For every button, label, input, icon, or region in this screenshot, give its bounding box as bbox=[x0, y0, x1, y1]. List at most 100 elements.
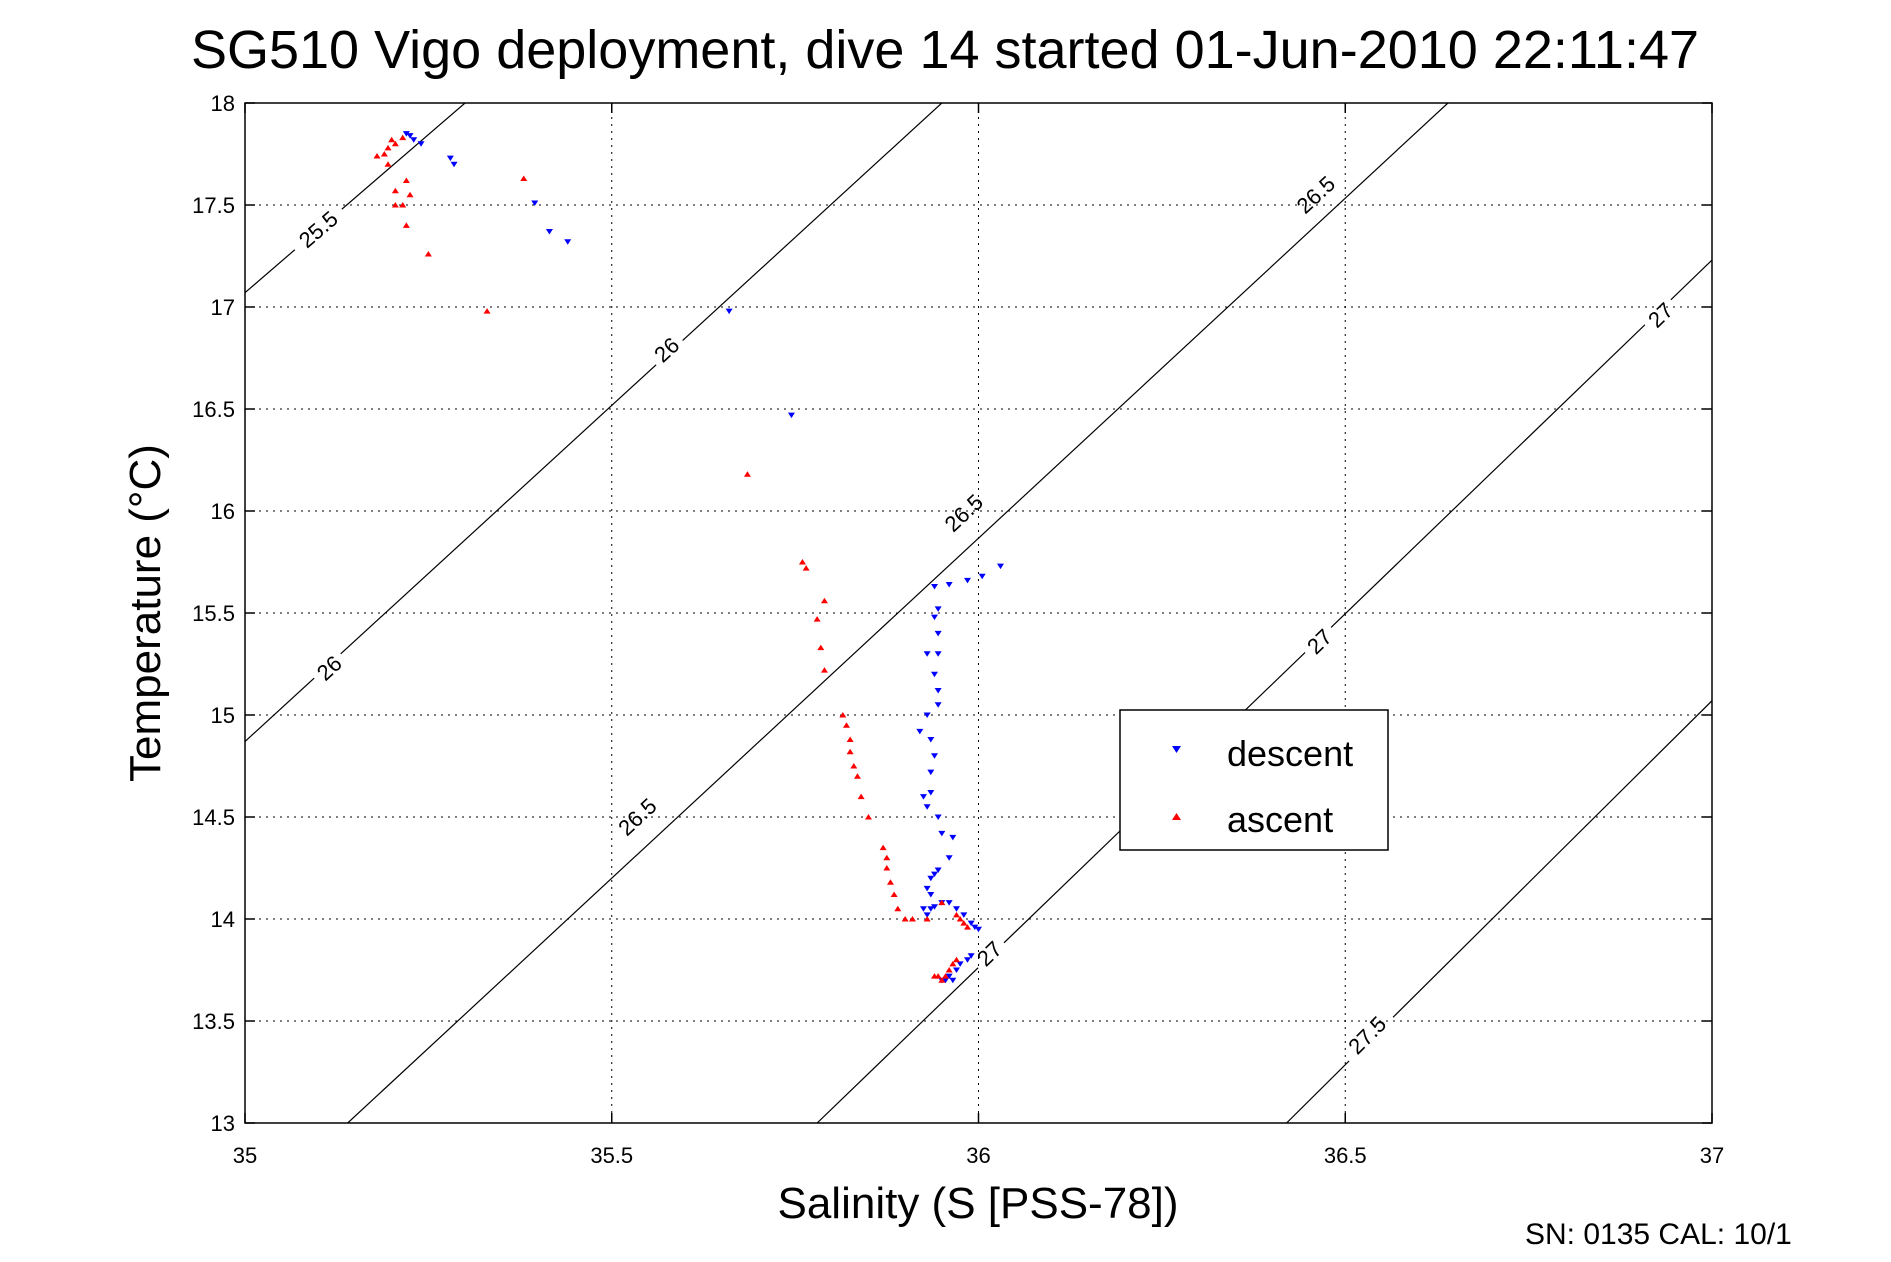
y-tick-label: 18 bbox=[211, 91, 235, 116]
data-point-ascent bbox=[406, 191, 414, 198]
data-point-descent bbox=[930, 614, 938, 621]
y-tick-label: 13 bbox=[211, 1111, 235, 1136]
data-point-descent bbox=[952, 906, 960, 912]
data-point-descent bbox=[930, 904, 938, 910]
data-point-ascent bbox=[952, 911, 960, 918]
data-point-ascent bbox=[391, 140, 399, 147]
contour-line bbox=[347, 103, 1449, 1123]
data-point-ascent bbox=[941, 973, 949, 979]
data-point-ascent bbox=[850, 763, 858, 769]
data-point-descent bbox=[930, 753, 938, 759]
data-point-descent bbox=[963, 957, 971, 963]
data-point-descent bbox=[930, 671, 938, 678]
data-point-descent bbox=[934, 814, 942, 820]
data-point-ascent bbox=[956, 916, 964, 922]
x-tick-label: 35 bbox=[233, 1143, 257, 1168]
data-point-ascent bbox=[399, 202, 407, 208]
data-point-ascent bbox=[743, 471, 751, 477]
data-point-descent bbox=[938, 830, 946, 837]
x-tick-label: 36.5 bbox=[1324, 1143, 1367, 1168]
data-point-descent bbox=[934, 688, 942, 694]
data-point-ascent bbox=[949, 960, 957, 967]
data-point-descent bbox=[934, 651, 942, 657]
contour-line bbox=[245, 103, 466, 294]
data-point-ascent bbox=[963, 924, 971, 930]
data-point-ascent bbox=[391, 187, 399, 194]
y-tick-label: 16.5 bbox=[192, 397, 235, 422]
y-tick-label: 17 bbox=[211, 295, 235, 320]
y-tick-label: 14 bbox=[211, 907, 235, 932]
data-point-descent bbox=[934, 606, 942, 612]
legend-marker-ascent bbox=[1172, 813, 1181, 820]
data-point-ascent bbox=[853, 773, 861, 779]
y-tick-label: 16 bbox=[211, 499, 235, 524]
data-point-descent bbox=[725, 308, 733, 315]
data-point-ascent bbox=[424, 250, 432, 257]
data-point-ascent bbox=[908, 916, 916, 922]
data-point-descent bbox=[787, 412, 795, 419]
data-point-descent bbox=[402, 131, 410, 137]
axis-ticks: 35 35.5 36 36.5 37 13 13.5 14 14.5 15 15.5 16 16.5 17… bbox=[192, 91, 1724, 1168]
y-axis-label: Temperature (°C) bbox=[121, 444, 170, 782]
contour-line bbox=[1286, 700, 1712, 1123]
data-point-descent bbox=[564, 239, 572, 245]
data-point-descent bbox=[949, 977, 957, 984]
data-point-ascent bbox=[813, 616, 821, 622]
legend-label-descent: descent bbox=[1227, 733, 1353, 774]
data-point-ascent bbox=[886, 879, 894, 885]
data-point-ascent bbox=[483, 308, 491, 314]
x-axis-label: Salinity (S [PSS-78]) bbox=[777, 1179, 1178, 1228]
data-point-descent bbox=[545, 229, 553, 235]
data-point-ascent bbox=[945, 967, 953, 973]
data-point-descent bbox=[945, 900, 953, 906]
data-point-ascent bbox=[839, 712, 847, 718]
data-point-ascent bbox=[923, 916, 931, 922]
data-point-descent bbox=[923, 712, 931, 718]
data-point-descent bbox=[960, 912, 968, 918]
data-point-ascent bbox=[883, 865, 891, 871]
data-point-ascent bbox=[890, 891, 898, 898]
data-point-ascent bbox=[820, 667, 828, 673]
data-point-descent bbox=[945, 581, 953, 588]
legend: descent ascent bbox=[1119, 709, 1389, 851]
data-point-descent bbox=[919, 794, 927, 800]
data-point-ascent bbox=[864, 814, 872, 820]
data-point-descent bbox=[923, 651, 931, 657]
data-point-descent bbox=[978, 573, 986, 580]
data-point-descent bbox=[930, 871, 938, 878]
data-point-ascent bbox=[802, 565, 810, 571]
data-point-ascent bbox=[842, 722, 850, 728]
data-point-descent bbox=[975, 926, 982, 933]
data-point-descent bbox=[945, 973, 953, 980]
data-point-descent bbox=[417, 141, 425, 147]
data-point-descent bbox=[446, 155, 454, 162]
data-point-descent bbox=[923, 912, 931, 918]
data-point-descent bbox=[410, 137, 418, 143]
data-point-ascent bbox=[938, 899, 946, 906]
data-point-ascent bbox=[384, 161, 392, 167]
contour-line bbox=[245, 103, 943, 742]
y-tick-label: 17.5 bbox=[192, 193, 235, 218]
data-point-ascent bbox=[883, 854, 891, 861]
data-point-descent bbox=[945, 855, 953, 861]
legend-label-ascent: ascent bbox=[1227, 799, 1333, 840]
data-point-descent bbox=[927, 906, 935, 912]
data-point-descent bbox=[927, 736, 935, 743]
data-point-descent bbox=[952, 967, 960, 973]
y-tick-label: 14.5 bbox=[192, 805, 235, 830]
calibration-footer: SN: 0135 CAL: 10/1 bbox=[1525, 1218, 1792, 1251]
data-point-descent bbox=[967, 920, 975, 927]
x-tick-label: 36 bbox=[966, 1143, 990, 1168]
data-point-ascent bbox=[952, 956, 960, 963]
data-point-ascent bbox=[520, 175, 528, 181]
data-point-descent bbox=[956, 961, 964, 967]
data-point-descent bbox=[927, 769, 935, 776]
data-point-ascent bbox=[798, 559, 806, 565]
contour-line bbox=[816, 259, 1712, 1123]
data-point-descent bbox=[450, 161, 458, 168]
legend-marker-descent bbox=[1172, 746, 1181, 753]
data-point-ascent bbox=[373, 153, 381, 159]
data-point-ascent bbox=[938, 977, 946, 983]
x-tick-label: 35.5 bbox=[590, 1143, 633, 1168]
data-point-descent bbox=[927, 875, 935, 882]
